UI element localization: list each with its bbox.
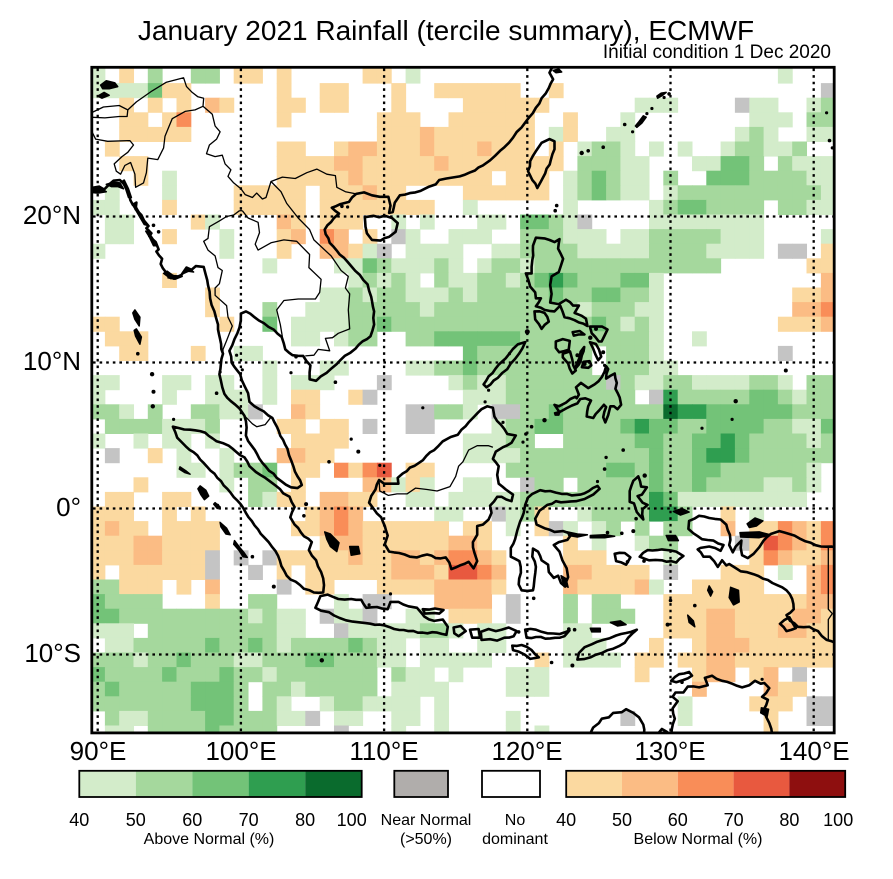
svg-text:Near Normal: Near Normal [381,812,472,829]
svg-text:80: 80 [779,810,799,830]
svg-text:50: 50 [126,810,146,830]
svg-text:20°N: 20°N [23,200,81,230]
svg-text:60: 60 [668,810,688,830]
svg-text:10°N: 10°N [23,346,81,376]
svg-text:Above Normal (%): Above Normal (%) [144,831,275,848]
svg-text:70: 70 [239,810,259,830]
svg-text:No: No [505,812,526,829]
svg-text:120°E: 120°E [491,736,562,766]
svg-text:0°: 0° [56,492,81,522]
svg-text:50: 50 [612,810,632,830]
svg-text:January 2021 Rainfall (tercile: January 2021 Rainfall (tercile summary),… [138,15,754,46]
svg-text:100: 100 [823,810,853,830]
svg-text:140°E: 140°E [778,736,849,766]
svg-text:Initial condition 1 Dec 2020: Initial condition 1 Dec 2020 [603,42,831,63]
svg-text:(>50%): (>50%) [400,831,452,848]
svg-text:80: 80 [295,810,315,830]
svg-text:130°E: 130°E [634,736,705,766]
svg-text:70: 70 [724,810,744,830]
svg-text:10°S: 10°S [24,638,81,668]
svg-text:40: 40 [556,810,576,830]
svg-text:40: 40 [69,810,89,830]
svg-text:100: 100 [337,810,367,830]
svg-text:60: 60 [182,810,202,830]
svg-text:dominant: dominant [482,831,548,848]
svg-text:110°E: 110°E [349,736,418,766]
svg-text:Below Normal (%): Below Normal (%) [634,831,763,848]
svg-text:100°E: 100°E [205,736,276,766]
svg-text:90°E: 90°E [70,736,127,766]
